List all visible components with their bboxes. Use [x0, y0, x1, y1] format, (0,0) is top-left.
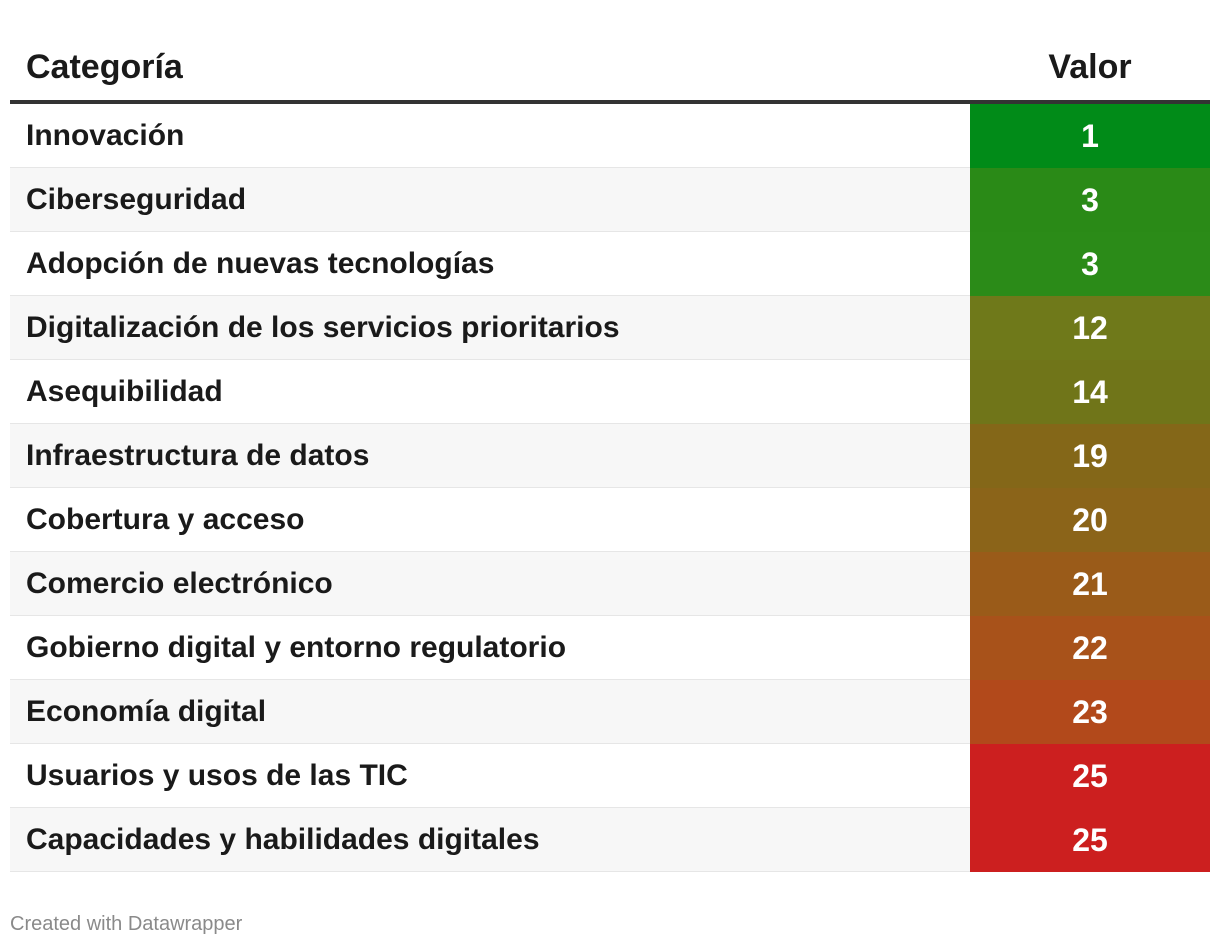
value-cell: 20: [970, 488, 1210, 552]
value-cell: 23: [970, 680, 1210, 744]
category-label: Gobierno digital y entorno regulatorio: [26, 631, 567, 664]
category-label: Adopción de nuevas tecnologías: [26, 247, 495, 280]
table-row: Usuarios y usos de las TIC 25: [10, 744, 1210, 808]
value-cell: 3: [970, 168, 1210, 232]
table-row: Infraestructura de datos 19: [10, 424, 1210, 488]
table-row: Cobertura y acceso 20: [10, 488, 1210, 552]
table-row: Digitalización de los servicios priorita…: [10, 296, 1210, 360]
value-cell: 14: [970, 360, 1210, 424]
table-row: Comercio electrónico 21: [10, 552, 1210, 616]
category-label: Digitalización de los servicios priorita…: [26, 311, 620, 344]
table-body: Innovación 1 Ciberseguridad 3 Adopción de nu…: [10, 104, 1210, 872]
value-cell: 19: [970, 424, 1210, 488]
category-label: Usuarios y usos de las TIC: [26, 759, 408, 792]
category-label: Ciberseguridad: [26, 183, 247, 216]
table-header: Categoría Valor: [10, 36, 1210, 104]
category-label: Capacidades y habilidades digitales: [26, 823, 540, 856]
value-cell: 12: [970, 296, 1210, 360]
category-label: Asequibilidad: [26, 375, 223, 408]
table-row: Gobierno digital y entorno regulatorio 22: [10, 616, 1210, 680]
table-row: Ciberseguridad 3: [10, 168, 1210, 232]
category-label: Comercio electrónico: [26, 567, 333, 600]
table-row: Innovación 1: [10, 104, 1210, 168]
table-row: Asequibilidad 14: [10, 360, 1210, 424]
table-row: Capacidades y habilidades digitales 25: [10, 808, 1210, 872]
category-label: Innovación: [26, 119, 185, 152]
category-label: Cobertura y acceso: [26, 503, 305, 536]
value-cell: 21: [970, 552, 1210, 616]
category-label: Infraestructura de datos: [26, 439, 370, 472]
table-row: Economía digital 23: [10, 680, 1210, 744]
header-categoria: Categoría: [26, 48, 183, 86]
value-cell: 1: [970, 104, 1210, 168]
value-cell: 3: [970, 232, 1210, 296]
data-table: Categoría Valor Innovación 1 Cibersegurida…: [10, 36, 1210, 872]
value-cell: 25: [970, 744, 1210, 808]
datawrapper-credit: Created with Datawrapper: [10, 913, 243, 935]
value-cell: 25: [970, 808, 1210, 872]
category-label: Economía digital: [26, 695, 267, 728]
value-cell: 22: [970, 616, 1210, 680]
header-valor: Valor: [1048, 48, 1132, 86]
table-row: Adopción de nuevas tecnologías 3: [10, 232, 1210, 296]
